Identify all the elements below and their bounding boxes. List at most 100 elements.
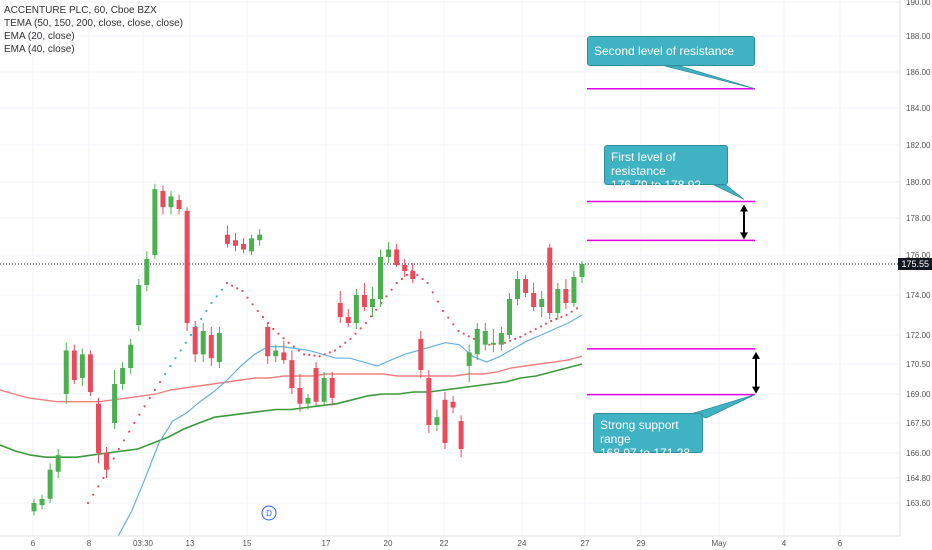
level-lines[interactable]	[587, 87, 755, 396]
candle-body[interactable]	[184, 210, 190, 323]
candle-body[interactable]	[273, 350, 279, 357]
candle-body[interactable]	[386, 249, 392, 257]
tema-dot	[230, 284, 234, 287]
candle-body[interactable]	[466, 352, 472, 366]
tema-dot	[457, 329, 460, 333]
candle-body[interactable]	[241, 243, 247, 250]
candle-body[interactable]	[369, 299, 375, 307]
candle-body[interactable]	[329, 378, 335, 398]
legend-symbol: ACCENTURE PLC, 60, Cboe BZX	[4, 5, 157, 16]
candle-body[interactable]	[482, 331, 488, 345]
candle-body[interactable]	[434, 417, 440, 425]
candle-body[interactable]	[490, 342, 496, 345]
candle-body[interactable]	[63, 350, 69, 394]
tema-dot	[472, 337, 476, 340]
candle-body[interactable]	[410, 271, 416, 279]
candle-body[interactable]	[579, 264, 585, 277]
candle-body[interactable]	[289, 360, 295, 388]
candle-body[interactable]	[353, 295, 359, 323]
candle-body[interactable]	[257, 234, 263, 241]
price-tick-label: 174.00	[906, 291, 931, 300]
first-resistance-callout[interactable]: First level of resistance 176.79 to 178.…	[604, 145, 728, 192]
candle-body[interactable]	[95, 403, 101, 453]
candle-body[interactable]	[297, 388, 303, 404]
tema-dot	[395, 281, 398, 285]
candle-body[interactable]	[79, 354, 85, 378]
candle-body[interactable]	[104, 453, 110, 470]
candle-body[interactable]	[55, 455, 61, 472]
candle-body[interactable]	[402, 265, 408, 271]
candle-body[interactable]	[265, 327, 271, 357]
candle-body[interactable]	[498, 333, 504, 345]
time-axis[interactable]: 6 8 03:30 13 15 17 20 22 24 27 29 May 4 6	[0, 535, 932, 550]
candle-body[interactable]	[426, 378, 432, 425]
legend-tema: TEMA (50, 150, 200, close, close, close)	[4, 18, 183, 29]
tema-dot	[97, 485, 100, 488]
candle-body[interactable]	[547, 247, 553, 313]
candle-body[interactable]	[136, 285, 142, 325]
candle-body[interactable]	[345, 317, 351, 323]
price-axis[interactable]: 163.60 164.80 166.00 167.50 169.00 170.50 172.…	[899, 0, 932, 550]
candle-body[interactable]	[39, 498, 45, 506]
candle-body[interactable]	[112, 384, 118, 423]
candle-body[interactable]	[531, 293, 537, 307]
tema-dot	[128, 430, 131, 433]
candle-body[interactable]	[378, 257, 384, 299]
candle-body[interactable]	[120, 368, 126, 384]
tema-dot	[359, 327, 362, 330]
candle-body[interactable]	[321, 378, 327, 402]
candle-body[interactable]	[458, 421, 464, 449]
candle-body[interactable]	[144, 259, 150, 285]
chart-legend: ACCENTURE PLC, 60, Cboe BZX TEMA (50, 15…	[4, 4, 183, 56]
second-resistance-callout[interactable]: Second level of resistance 185.07	[587, 36, 755, 78]
time-tick-label: 13	[186, 539, 195, 548]
candle-body[interactable]	[192, 327, 198, 355]
candle-body[interactable]	[555, 289, 561, 313]
support-callout[interactable]: Strong support range 168.97 to 171.28	[593, 413, 703, 460]
time-tick-label: May	[711, 539, 726, 548]
candle-body[interactable]	[442, 399, 448, 443]
tema-dot	[148, 396, 151, 399]
tema-dot	[251, 303, 254, 306]
price-tick-label: 167.50	[906, 419, 931, 428]
candle-body[interactable]	[563, 289, 569, 303]
candle-body[interactable]	[200, 331, 206, 355]
candle-body[interactable]	[418, 338, 424, 370]
candle-body[interactable]	[208, 335, 214, 359]
candle-body[interactable]	[571, 277, 577, 303]
price-axis-bg	[900, 0, 932, 550]
candle-body[interactable]	[394, 249, 400, 265]
candle-body[interactable]	[281, 352, 287, 361]
candle-body[interactable]	[128, 344, 134, 368]
candle-body[interactable]	[450, 401, 456, 408]
candle-body[interactable]	[160, 191, 166, 208]
candle-body[interactable]	[168, 196, 174, 208]
candle-body[interactable]	[31, 503, 37, 512]
candle-body[interactable]	[523, 279, 529, 293]
candle-body[interactable]	[152, 189, 158, 255]
candle-body[interactable]	[361, 295, 367, 307]
candle-body[interactable]	[249, 238, 255, 252]
candle-body[interactable]	[71, 350, 77, 380]
candle-body[interactable]	[232, 240, 238, 246]
candle-body[interactable]	[515, 279, 521, 299]
candle-body[interactable]	[474, 329, 480, 355]
candlesticks[interactable]	[31, 183, 585, 516]
tema-dot	[529, 330, 532, 333]
first-resistance-range: 176.79 to 178.92	[611, 178, 702, 192]
candle-body[interactable]	[313, 368, 319, 402]
candle-body[interactable]	[47, 469, 53, 499]
tema-dot	[514, 337, 517, 340]
candle-body[interactable]	[176, 200, 182, 209]
event-marker[interactable]: D	[261, 505, 277, 521]
candle-body[interactable]	[224, 234, 230, 244]
support-arrow-head-down	[752, 386, 760, 394]
candle-body[interactable]	[305, 397, 311, 404]
candle-body[interactable]	[539, 299, 545, 307]
candle-body[interactable]	[506, 299, 512, 335]
event-marker-circle[interactable]	[261, 505, 277, 521]
candle-body[interactable]	[87, 354, 93, 392]
candle-body[interactable]	[337, 303, 343, 317]
candle-body[interactable]	[216, 333, 222, 363]
